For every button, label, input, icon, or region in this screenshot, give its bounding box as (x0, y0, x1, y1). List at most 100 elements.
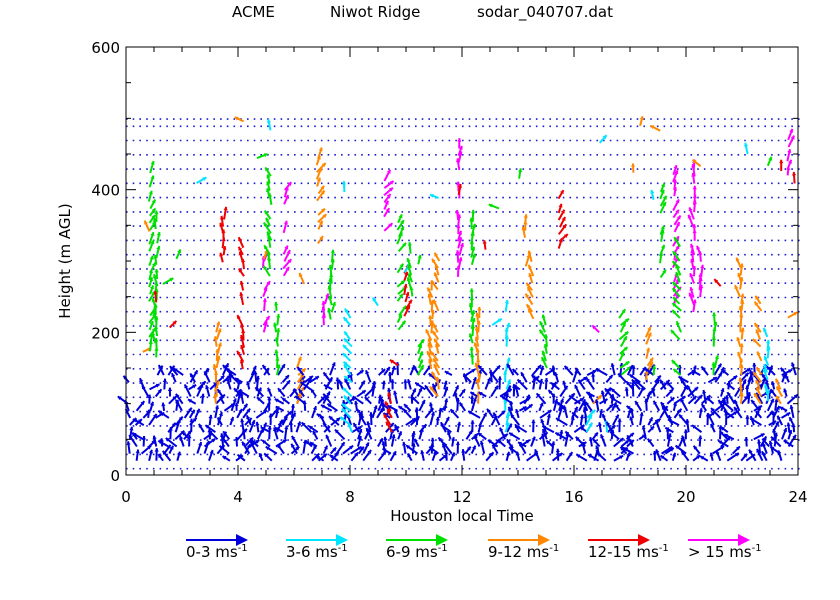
wind-arrow-head (791, 171, 797, 176)
wind-arrow-head (446, 431, 451, 435)
wind-arrow-head (675, 209, 679, 214)
wind-arrow-head (534, 449, 539, 454)
wind-arrow-head (428, 315, 433, 319)
wind-arrow-head (340, 416, 345, 421)
wind-arrow-head (564, 365, 569, 370)
wind-arrow (434, 343, 440, 354)
wind-arrow-head (727, 392, 731, 397)
wind-arrow (148, 449, 154, 461)
wind-arrow-head (147, 394, 152, 399)
wind-arrow-head (520, 372, 525, 377)
wind-arrow (506, 423, 513, 433)
wind-arrow (518, 405, 528, 412)
wind-arrow-head (676, 215, 681, 220)
wind-arrow (264, 166, 272, 177)
wind-arrow (377, 437, 384, 447)
wind-arrow (309, 375, 320, 384)
wind-arrow-head (392, 451, 397, 456)
wind-arrow-head (591, 373, 596, 377)
wind-arrow-head (504, 393, 510, 398)
wind-arrow (538, 402, 544, 412)
wind-arrow (573, 424, 585, 434)
wind-arrow-head (466, 446, 471, 451)
wind-arrow (505, 322, 511, 333)
wind-arrow-head (751, 400, 756, 404)
wind-arrow-head (400, 280, 405, 285)
wind-arrow (207, 429, 219, 440)
wind-arrow (673, 408, 683, 419)
wind-arrow-head (546, 440, 551, 445)
wind-arrow (525, 303, 534, 313)
wind-arrow (403, 271, 409, 281)
wind-arrow (720, 426, 729, 433)
wind-arrow-head (407, 453, 412, 458)
wind-arrow (698, 408, 704, 419)
wind-arrow (203, 370, 211, 383)
wind-arrow (396, 279, 406, 288)
wind-arrow-head (769, 365, 774, 370)
x-tick-label: 20 (676, 488, 695, 506)
wind-arrow-head (260, 426, 265, 431)
wind-arrow-head (432, 383, 436, 388)
wind-arrow (535, 392, 547, 405)
wind-arrow-head (361, 380, 365, 385)
wind-arrow (398, 305, 407, 317)
wind-arrow (540, 433, 546, 447)
wind-arrow-head (661, 405, 666, 410)
wind-arrow (505, 379, 512, 390)
wind-arrow (203, 437, 216, 448)
wind-arrow-head (775, 406, 780, 410)
wind-arrow-head (222, 365, 227, 369)
wind-arrow-head (501, 410, 505, 415)
wind-arrow (219, 433, 225, 447)
wind-arrow-head (775, 378, 780, 383)
wind-arrow (470, 397, 477, 412)
wind-arrow (148, 320, 154, 331)
legend-item: > 15 ms-1 (688, 534, 762, 561)
wind-arrow-head (274, 398, 279, 403)
wind-arrow (449, 452, 456, 462)
wind-arrow-head (496, 365, 501, 370)
wind-arrow (393, 390, 399, 404)
wind-arrow-head (151, 199, 156, 204)
wind-arrow (776, 415, 783, 426)
wind-arrow (659, 195, 668, 207)
wind-arrow-head (740, 327, 745, 332)
wind-arrow-head (753, 372, 758, 377)
wind-arrow (317, 220, 324, 230)
wind-arrow-head (582, 401, 587, 406)
wind-arrow-head (406, 445, 411, 450)
wind-arrow (755, 392, 764, 405)
wind-arrow-head (434, 338, 438, 343)
wind-arrow (424, 384, 434, 398)
legend-label: 9-12 ms-1 (488, 543, 559, 561)
wind-arrow-head (276, 314, 281, 318)
wind-arrow-head (238, 409, 243, 413)
wind-arrow-head (692, 224, 697, 228)
wind-arrow (761, 442, 768, 454)
wind-arrow-head (451, 452, 456, 457)
wind-arrow (154, 210, 159, 222)
wind-arrow (659, 379, 667, 390)
wind-arrow-head (318, 147, 323, 152)
wind-arrow-head (516, 425, 521, 430)
wind-arrow-head (312, 406, 317, 411)
wind-arrow-head (539, 329, 544, 334)
wind-arrow-head (723, 401, 727, 406)
wind-arrow-head (398, 214, 403, 219)
wind-arrow (724, 411, 729, 426)
wind-arrow (339, 416, 351, 426)
wind-arrow (541, 314, 547, 326)
wind-arrow-head (246, 415, 251, 420)
wind-arrow (273, 427, 279, 440)
wind-arrow-head (540, 433, 546, 438)
wind-arrow-head (456, 421, 462, 426)
wind-arrow (290, 443, 298, 455)
wind-arrow (429, 193, 439, 199)
wind-arrow (786, 422, 791, 433)
wind-arrow (559, 429, 564, 440)
wind-arrow (415, 416, 420, 426)
wind-arrow-head (223, 206, 228, 211)
wind-arrow-head (321, 404, 325, 409)
wind-arrow (149, 160, 155, 174)
